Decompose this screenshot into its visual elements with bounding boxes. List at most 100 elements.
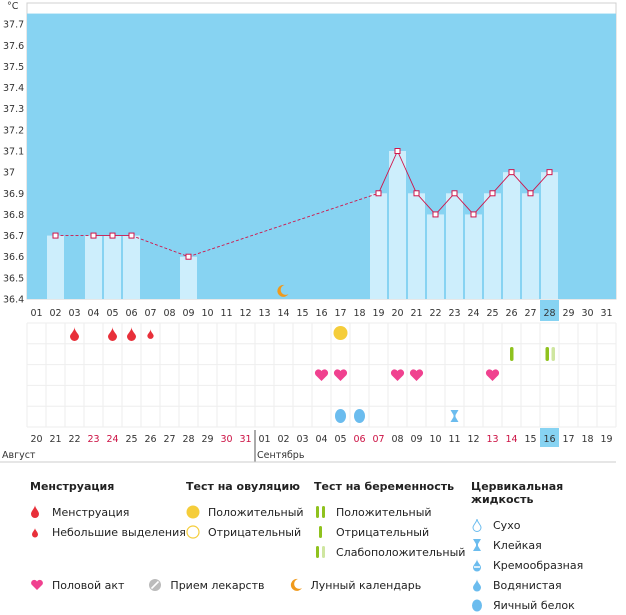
legend-menstruation: Менструация Менструация Небольшие выделе… [30,480,186,542]
temperature-bar [123,235,140,299]
temperature-bar [47,235,64,299]
y-tick-label: 36.4 [3,295,24,306]
egg-white-icon [335,409,346,423]
highlight-day-cell [540,300,559,321]
heart-icon [409,369,424,381]
temperature-point [52,232,59,239]
heart-icon [485,369,500,381]
sticky-icon [471,538,493,552]
small-drop-icon [30,525,52,539]
y-tick-label: 36.5 [3,273,24,284]
cycle-day-label: 24 [467,308,479,319]
cycle-day-label: 25 [486,308,498,319]
cycle-day-label: 27 [524,308,536,319]
calendar-date-label: 20 [30,434,42,445]
pregnancy-negative-icon [314,525,336,539]
temperature-bar [446,193,463,299]
y-tick-label: 37 [3,168,15,179]
temperature-line-segment [511,171,531,194]
temperature-bar [389,151,406,299]
y-tick-label: 36.8 [3,210,24,221]
cycle-day-label: 28 [543,308,555,319]
legend-label: Положительный [208,505,304,519]
legend-label: Отрицательный [336,525,430,539]
legend-title: Цервикальная жидкость [471,480,564,506]
cycle-day-label: 15 [296,308,308,319]
sticky-icon [450,410,459,422]
heart-icon [333,369,348,381]
temperature-point [508,169,515,176]
cycle-day-label: 18 [353,308,365,319]
temperature-point [128,232,135,239]
temperature-bar [408,193,425,299]
legend-label: Клейкая [493,538,542,552]
legend-item: Положительный [186,502,304,522]
calendar-date-label: 16 [543,434,555,445]
legend-label: Менструация [52,505,130,519]
legend-label: Сухо [493,518,521,532]
temperature-bar [104,235,121,299]
cycle-day-label: 23 [448,308,460,319]
temperature-bar [427,214,444,299]
temperature-bar [541,172,558,299]
temperature-point [413,190,420,197]
egg-white-icon [471,598,493,612]
pregnancy-weak-icon [545,347,549,361]
y-tick-label: 37.1 [3,147,24,158]
cycle-day-label: 06 [125,308,137,319]
calendar-date-label: 17 [562,434,574,445]
temperature-point [109,232,116,239]
cycle-day-label: 22 [429,308,441,319]
legend-item: Сухо [471,515,626,535]
cycle-day-label: 09 [182,308,194,319]
legend-other: Половой акт Прием лекарств Лунный календ… [30,578,421,592]
calendar-date-label: 07 [372,434,384,445]
y-tick-label: 37.5 [3,62,24,73]
calendar-date-label: 03 [296,434,308,445]
temperature-point [90,232,97,239]
legend-label: Слабоположительный [336,545,466,559]
legend-item: Отрицательный [186,522,304,542]
small-drop-icon [147,329,154,339]
calendar-date-label: 26 [144,434,156,445]
y-tick-label: 37.4 [3,83,24,94]
heart-icon [390,369,405,381]
creamy-icon [471,558,493,572]
legend-title: Тест на беременность [314,480,455,493]
temperature-bar [503,172,520,299]
calendar-date-label: 18 [581,434,593,445]
temperature-line-segment [454,192,474,215]
temperature-point [375,190,382,197]
calendar-date-label: 27 [163,434,175,445]
y-tick-label: 36.7 [3,231,24,242]
legend-label: Яичный белок [493,598,575,612]
calendar-date-label: 30 [220,434,232,445]
legend-label: Половой акт [52,578,125,592]
cycle-day-label: 10 [201,308,213,319]
legend-ovulation: Тест на овуляцию Положительный Отрицател… [186,480,304,542]
highlight-date-cell [540,428,559,447]
legend-item: Отрицательный [314,522,465,542]
calendar-date-label: 13 [486,434,498,445]
ovulation-negative-icon [186,524,208,540]
temperature-bar [522,193,539,299]
temperature-line-segment [473,192,493,215]
calendar-date-label: 24 [106,434,118,445]
temperature-bar [370,193,387,299]
calendar-date-label: 14 [505,434,517,445]
y-tick-label: 37.3 [3,104,24,115]
cycle-day-label: 01 [30,308,42,319]
calendar-date-label: 08 [391,434,403,445]
moon-icon [277,284,289,297]
blood-drop-icon [108,327,117,341]
temperature-bar [180,256,197,299]
temperature-point [527,190,534,197]
cycle-day-label: 21 [410,308,422,319]
calendar-date-label: 15 [524,434,536,445]
legend-item: Слабоположительный [314,542,465,562]
legend-label: Лунный календарь [310,578,422,592]
moon-icon [289,578,311,592]
pill-icon [148,578,170,592]
egg-white-icon [354,409,365,423]
y-tick-label: 36.9 [3,189,24,200]
